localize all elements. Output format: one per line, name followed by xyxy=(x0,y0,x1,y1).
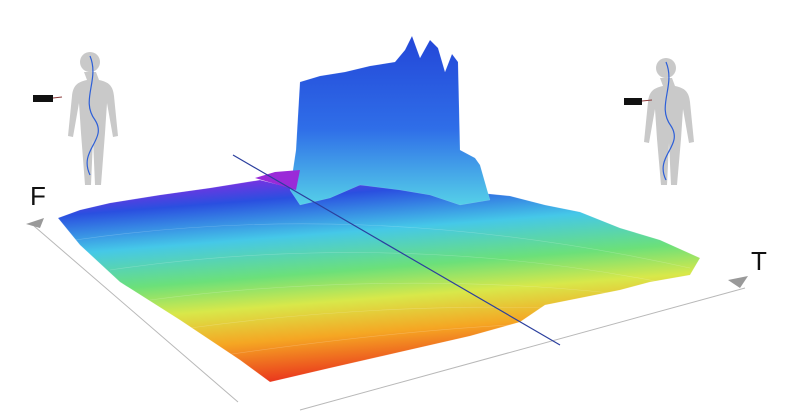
axis-arrow xyxy=(728,276,748,288)
body-figure-left xyxy=(68,52,118,185)
frequency-label: F xyxy=(30,181,46,211)
body-figure-right xyxy=(644,58,694,185)
device xyxy=(33,95,53,102)
time-axis xyxy=(299,287,746,411)
device-cable xyxy=(52,96,63,99)
frequency-axis xyxy=(33,225,239,403)
axis-arrow xyxy=(26,218,44,228)
time-label: T xyxy=(751,246,767,276)
spectrum-peak xyxy=(289,35,491,206)
marker-line xyxy=(232,154,561,346)
device xyxy=(624,98,642,105)
spectrum-surface xyxy=(57,179,701,383)
axes xyxy=(33,225,746,411)
mesh xyxy=(74,223,691,356)
device-cable xyxy=(641,99,653,102)
